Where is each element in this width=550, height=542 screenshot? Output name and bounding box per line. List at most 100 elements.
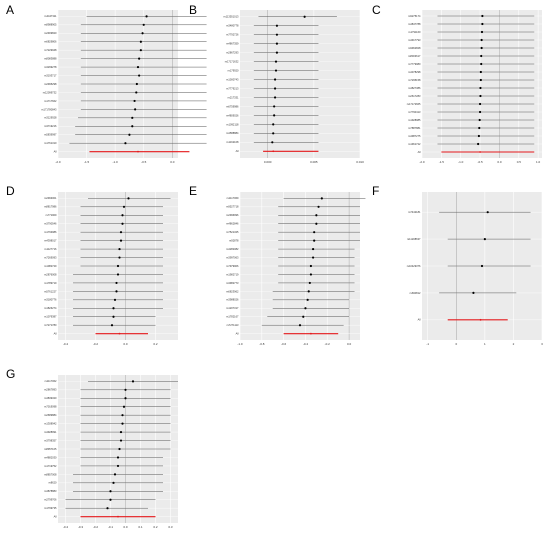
panel-a-letter: A (6, 3, 14, 17)
row-label-d-0: rs2993001 (44, 196, 57, 200)
point-estimate-b-14 (271, 141, 274, 144)
point-estimate-e-6 (311, 247, 315, 251)
row-label-a-10: rs1717662 (44, 99, 57, 103)
row-label-g-8: rs8957105 (44, 447, 57, 451)
point-estimate-g-10 (116, 464, 120, 468)
row-label-c-4: rs9962828 (408, 46, 421, 50)
row-label-d-1: rs8817986 (44, 205, 57, 209)
row-label-g-13: rs4878883 (44, 489, 57, 493)
tick-label-a-1: -1.5 (84, 160, 90, 164)
point-estimate-d-6 (118, 247, 121, 251)
point-estimate-b-10 (273, 105, 276, 108)
panel-a: A -2.0 -1.5 -1.0 -0.5 0.0 rs4447311 rs8988905 r… (6, 3, 207, 164)
point-estimate-b-5 (274, 60, 278, 63)
summary-point-d-16 (118, 332, 121, 335)
row-label-c-6: rs7779980 (408, 62, 421, 66)
tick-label-g-5: 0.1 (138, 525, 143, 529)
row-label-e-4: rs7521325 (226, 230, 239, 234)
row-label-c-7: rs4378298 (408, 70, 421, 74)
row-label-b-14: rs1162108 (226, 140, 239, 144)
row-label-d-10: rs1789719 (44, 281, 57, 285)
point-estimate-c-14 (478, 126, 481, 130)
row-label-a-2: rs2909820 (44, 31, 57, 35)
tick-label-d-1: -0.2 (93, 342, 99, 346)
row-label-c-17: All (418, 150, 421, 154)
point-estimate-c-9 (479, 86, 482, 90)
point-estimate-d-2 (121, 214, 124, 217)
tick-label-d-2: 0.0 (123, 342, 128, 346)
row-label-e-5: rs92878 (229, 239, 239, 243)
row-label-f-0: rs7442181 (408, 210, 421, 214)
point-estimate-c-15 (477, 134, 481, 138)
tick-label-g-3: -0.1 (108, 525, 114, 529)
row-label-e-6: rs4282082 (226, 247, 239, 251)
row-label-b-7: rs1000743 (226, 77, 239, 81)
point-estimate-e-9 (309, 273, 313, 276)
point-estimate-a-2 (141, 32, 144, 35)
point-estimate-a-12 (131, 116, 134, 119)
point-estimate-g-14 (109, 498, 112, 501)
row-label-e-12: rs3988026 (226, 298, 239, 302)
point-estimate-c-12 (478, 110, 482, 114)
row-label-d-16: All (54, 332, 57, 336)
point-estimate-c-2 (480, 30, 484, 34)
summary-point-g-16 (117, 515, 119, 518)
panel-f-letter: F (372, 184, 379, 198)
row-label-a-12: rs3129928 (44, 116, 57, 120)
tick-label-g-6: 0.2 (153, 525, 158, 529)
row-label-c-13: rs1928985 (408, 118, 421, 122)
row-label-d-6: rs1127716 (44, 247, 57, 251)
row-label-g-16: All (54, 515, 57, 519)
tick-label-e-5: 0.0 (347, 342, 352, 346)
row-label-c-12: rs7790413 (408, 110, 421, 114)
point-estimate-a-3 (139, 40, 142, 43)
panel-e-plot: -1.0 -0.8 -0.6 -0.4 -0.2 0.0 rs1117069 rs952771… (226, 192, 366, 346)
summary-point-a-16 (137, 150, 139, 153)
row-label-e-11: rs6823962 (226, 289, 239, 293)
summary-point-e-16 (310, 332, 312, 335)
point-estimate-g-2 (124, 397, 127, 400)
row-label-c-15: rs4987275 (408, 134, 421, 138)
row-label-a-15: rs1761310 (44, 141, 57, 145)
point-estimate-d-13 (112, 307, 115, 310)
row-label-e-7: rs3997063 (226, 255, 239, 259)
point-estimate-b-9 (273, 96, 277, 99)
tick-label-c-6: 1.0 (536, 160, 541, 164)
plot-background-c (422, 10, 542, 158)
row-label-b-13: rs4588884 (226, 131, 239, 135)
row-label-g-14: rs2799706 (44, 498, 57, 502)
tick-label-c-0: -2.0 (419, 160, 425, 164)
tick-label-f-4: 3 (541, 342, 543, 346)
tick-label-e-2: -0.6 (281, 342, 287, 346)
point-estimate-e-14 (302, 315, 305, 318)
point-estimate-a-15 (124, 142, 127, 145)
tick-label-b-0: 0.000 (264, 160, 272, 164)
row-label-b-11: rs4809026 (226, 113, 239, 117)
row-label-e-1: rs9527718 (226, 205, 239, 209)
row-label-b-5: rs17171632 (225, 59, 239, 63)
row-label-e-0: rs1117069 (227, 196, 239, 200)
row-label-g-0: rs1117062 (45, 379, 57, 383)
row-label-e-13: rs1207317 (226, 306, 239, 310)
panel-d: D -0.4 -0.2 0.0 0.2 rs2993001 rs8817986 rs7719… (6, 184, 178, 346)
point-estimate-d-8 (116, 264, 120, 268)
row-label-c-8: rs7295158 (408, 78, 421, 82)
panel-g-plot: -0.4 -0.3 -0.2 -0.1 0.0 0.1 0.2 0.3 rs1117062 rs2… (44, 375, 178, 529)
panel-f: F -1 0 1 2 3 rs7442181 rs11208637 rs10429376 rs6… (372, 184, 543, 346)
row-label-d-12: rs3180776 (44, 298, 57, 302)
point-estimate-c-5 (480, 54, 483, 58)
point-estimate-a-14 (128, 133, 131, 136)
row-label-d-2: rs771909 (46, 213, 57, 217)
row-label-b-10: rs6759986 (226, 104, 239, 108)
point-estimate-e-13 (304, 307, 307, 310)
row-label-a-5: rs8083888 (44, 57, 57, 61)
row-label-c-10: rs2617283 (408, 94, 421, 98)
panel-e-letter: E (189, 184, 197, 198)
point-estimate-b-13 (272, 132, 275, 135)
tick-label-e-4: -0.2 (325, 342, 331, 346)
row-label-a-0: rs4447311 (44, 14, 57, 18)
point-estimate-g-8 (118, 447, 121, 451)
tick-label-e-1: -0.8 (259, 342, 265, 346)
point-estimate-g-9 (116, 456, 120, 459)
row-label-a-9: rs12099732 (43, 90, 57, 94)
